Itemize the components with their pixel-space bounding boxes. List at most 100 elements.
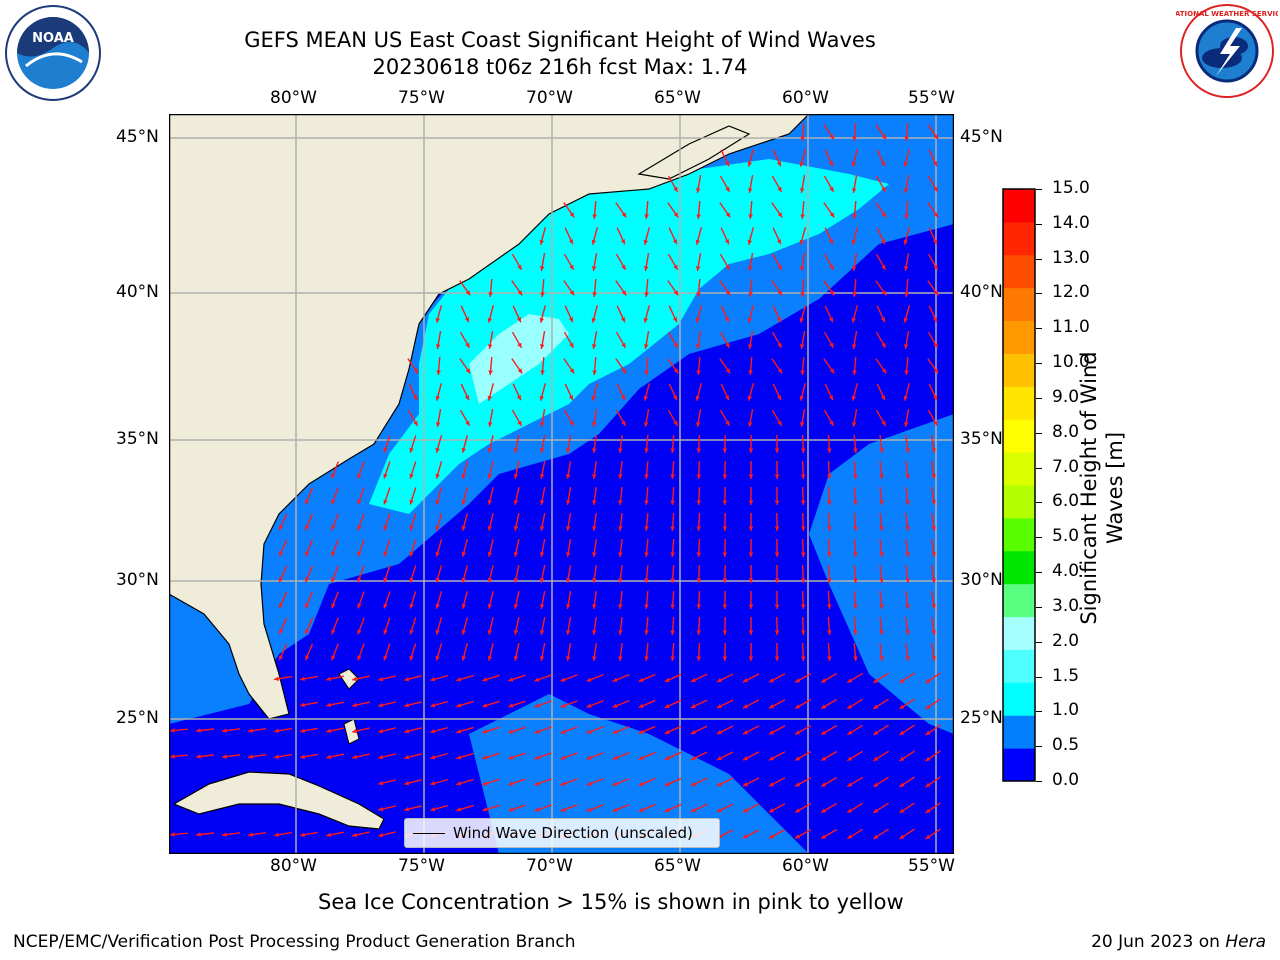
wave-direction-arrowhead — [560, 677, 566, 682]
wave-direction-arrowhead — [925, 834, 931, 840]
wave-direction-arrowhead — [851, 317, 857, 323]
wave-direction-arrowhead — [776, 239, 781, 245]
wave-direction-arrowhead — [852, 292, 857, 297]
wave-direction-arrowhead — [851, 395, 857, 401]
wave-direction-arrowhead — [612, 781, 618, 786]
wave-direction-arrowhead — [880, 161, 885, 167]
wave-direction-arrowhead — [853, 656, 858, 661]
wave-direction-arrowhead — [517, 342, 522, 348]
colorbar-segment — [1003, 682, 1035, 716]
wave-direction-arrowhead — [644, 630, 649, 635]
wave-direction-arrowhead — [644, 552, 649, 557]
wave-direction-arrowhead — [464, 317, 469, 323]
wave-direction-arrowhead — [612, 729, 618, 734]
wave-direction-arrowhead — [722, 578, 728, 583]
wave-direction-arrowhead — [404, 806, 410, 812]
wave-direction-arrowhead — [487, 422, 493, 427]
wave-direction-arrowhead — [643, 344, 649, 349]
wave-direction-arrowhead — [725, 368, 731, 374]
wave-direction-arrowhead — [409, 473, 414, 479]
wave-direction-arrowhead — [482, 807, 488, 812]
colorbar-tick — [1036, 328, 1042, 330]
wave-direction-arrowhead — [828, 161, 833, 167]
wave-direction-arrowhead — [903, 239, 909, 245]
wave-direction-arrowhead — [461, 655, 467, 661]
wave-direction-arrowhead — [905, 552, 910, 557]
lon-label-top-80w: 80°W — [270, 88, 317, 108]
wave-direction-arrowhead — [413, 420, 418, 426]
wave-direction-arrowhead — [905, 500, 910, 505]
wave-direction-arrowhead — [933, 212, 939, 218]
wave-direction-arrowhead — [828, 395, 833, 401]
wave-direction-arrowhead — [461, 499, 467, 505]
wave-direction-arrowhead — [748, 370, 753, 375]
wave-direction-arrowhead — [464, 395, 469, 401]
wave-direction-arrowhead — [566, 500, 571, 505]
wave-direction-arrowhead — [851, 239, 857, 245]
wave-direction-arrowhead — [847, 756, 853, 761]
wave-direction-arrowhead — [560, 703, 566, 708]
wave-direction-arrowhead — [383, 655, 388, 661]
wave-direction-arrowhead — [378, 780, 384, 786]
wave-direction-arrowhead — [643, 395, 649, 401]
wave-direction-arrowhead — [879, 578, 884, 583]
wave-direction-arrowhead — [899, 678, 905, 683]
wave-direction-arrowhead — [777, 368, 783, 374]
wave-direction-arrowhead — [300, 702, 305, 708]
wave-direction-arrowhead — [932, 239, 937, 245]
wave-direction-arrowhead — [435, 577, 440, 583]
wave-direction-arrowhead — [430, 755, 436, 760]
wave-direction-arrowhead — [592, 448, 597, 453]
lon-label-top-60w: 60°W — [782, 88, 829, 108]
wave-direction-arrowhead — [829, 290, 835, 296]
wave-direction-arrowhead — [430, 781, 436, 786]
wave-direction-arrowhead — [591, 266, 597, 271]
wave-direction-arrowhead — [383, 629, 388, 635]
wave-direction-arrowhead — [725, 290, 731, 296]
wave-direction-arrowhead — [513, 629, 519, 635]
wave-direction-arrowhead — [670, 474, 675, 479]
wave-direction-arrowhead — [673, 290, 679, 296]
wave-direction-arrowhead — [690, 677, 696, 682]
wave-direction-arrowhead — [742, 834, 748, 839]
wave-direction-arrowhead — [847, 782, 853, 787]
land-cuba — [172, 771, 385, 830]
wave-direction-arrowhead — [932, 161, 937, 167]
lon-label-top-65w: 65°W — [654, 88, 701, 108]
wave-direction-arrowhead — [670, 448, 675, 453]
wave-direction-arrowhead — [695, 266, 701, 271]
wave-direction-arrowhead — [795, 808, 801, 813]
wave-direction-arrowhead — [644, 292, 649, 297]
wave-direction-arrowhead — [569, 368, 575, 374]
wave-direction-arrowhead — [560, 729, 566, 734]
colorbar-segment — [1003, 715, 1035, 749]
wave-direction-arrowhead — [279, 655, 284, 661]
wave-direction-arrowhead — [852, 214, 857, 219]
wave-direction-arrowhead — [690, 729, 696, 734]
wave-direction-arrowhead — [932, 317, 937, 323]
wave-direction-arrowhead — [461, 447, 467, 453]
footer-left: NCEP/EMC/Verification Post Processing Pr… — [13, 932, 576, 952]
wave-direction-arrowhead — [829, 212, 835, 218]
wave-direction-arrowhead — [378, 806, 384, 812]
wave-direction-arrowhead — [695, 422, 701, 427]
wave-direction-arrowhead — [904, 370, 909, 375]
wave-direction-arrowhead — [821, 678, 827, 683]
colorbar-tick — [1036, 363, 1042, 365]
wave-direction-arrowhead — [799, 395, 805, 401]
wave-direction-arrowhead — [638, 729, 644, 734]
wave-direction-arrowhead — [352, 728, 358, 734]
wave-direction-arrowhead — [880, 317, 885, 323]
colorbar-tick — [1036, 676, 1042, 678]
colorbar-tick-label: 3.0 — [1052, 595, 1080, 616]
wave-direction-arrowhead — [383, 447, 388, 453]
wave-direction-arrowhead — [931, 578, 936, 583]
wave-direction-arrowhead — [879, 526, 884, 531]
wave-direction-arrowhead — [378, 728, 384, 734]
wave-direction-arrowhead — [592, 214, 597, 219]
wave-direction-arrowhead — [592, 474, 597, 479]
wave-direction-arrowhead — [591, 344, 597, 349]
land-nova-scotia — [637, 125, 751, 180]
colorbar-segment — [1003, 583, 1035, 618]
wave-direction-arrowhead — [724, 317, 729, 323]
